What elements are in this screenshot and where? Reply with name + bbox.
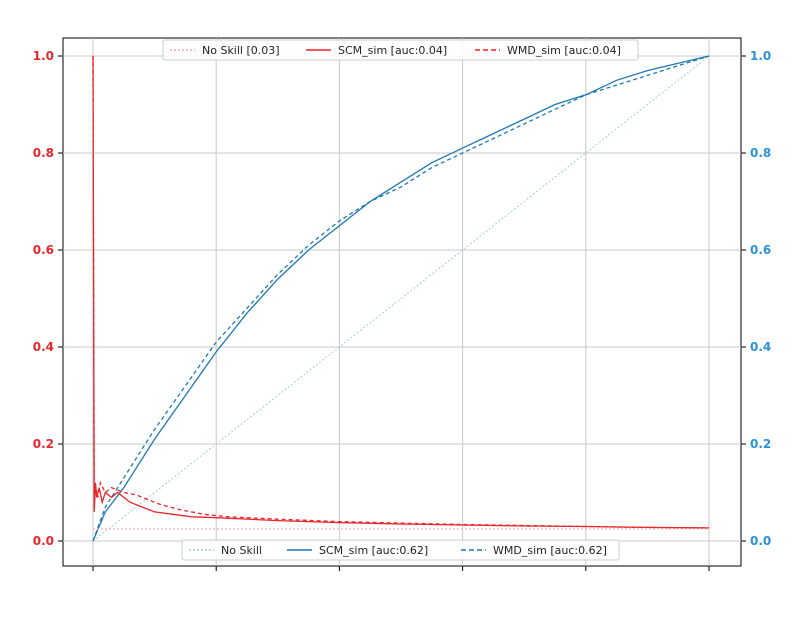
legend-entry: SCM_sim [auc:0.04] bbox=[338, 44, 447, 57]
legend-entry: No Skill bbox=[221, 544, 262, 557]
left-series-wmd-sim-auc-0-04 bbox=[92, 55, 710, 529]
right-tick-label: 0.4 bbox=[750, 340, 771, 354]
right-tick-label: 0.2 bbox=[750, 437, 771, 451]
right-tick-label: 0.6 bbox=[750, 243, 771, 257]
legend-bottom: No Skill SCM_sim [auc:0.62] WMD_sim [auc… bbox=[181, 539, 620, 561]
legend-top: No Skill [0.03] SCM_sim [auc:0.04] WMD_s… bbox=[162, 39, 639, 61]
left-tick-label: 0.8 bbox=[33, 146, 54, 160]
right-series-no-skill bbox=[92, 55, 710, 542]
legend-entry: No Skill [0.03] bbox=[202, 44, 280, 57]
legend-bottom-box bbox=[181, 539, 620, 561]
legend-top-box bbox=[162, 39, 639, 61]
right-tick-label: 1.0 bbox=[750, 49, 771, 63]
plot-area bbox=[62, 37, 742, 567]
right-axis-ticks: 0.0 0.2 0.4 0.6 0.8 1.0 bbox=[741, 49, 771, 548]
left-tick-label: 0.2 bbox=[33, 437, 54, 451]
legend-entry: WMD_sim [auc:0.04] bbox=[507, 44, 621, 57]
left-tick-label: 0.0 bbox=[33, 534, 54, 548]
series-layer bbox=[92, 55, 710, 542]
legend-entry: WMD_sim [auc:0.62] bbox=[493, 544, 607, 557]
right-tick-label: 0.0 bbox=[750, 534, 771, 548]
right-tick-label: 0.8 bbox=[750, 146, 771, 160]
left-tick-label: 0.4 bbox=[33, 340, 54, 354]
right-series-scm-sim-auc-0-62 bbox=[92, 55, 710, 542]
left-axis-ticks: 0.0 0.2 0.4 0.6 0.8 1.0 bbox=[33, 49, 63, 548]
left-tick-label: 0.6 bbox=[33, 243, 54, 257]
left-tick-label: 1.0 bbox=[33, 49, 54, 63]
right-series-wmd-sim-auc-0-62 bbox=[92, 55, 710, 542]
legend-entry: SCM_sim [auc:0.62] bbox=[319, 544, 428, 557]
